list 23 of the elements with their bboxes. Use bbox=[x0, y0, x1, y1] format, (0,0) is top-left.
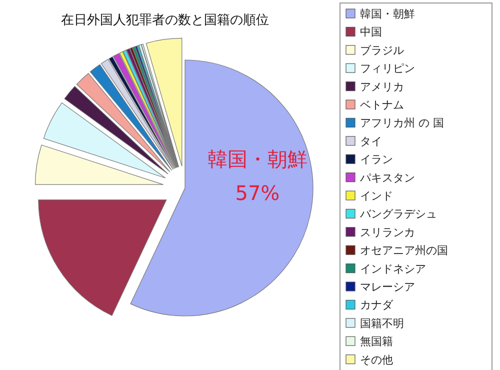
legend-label: ブラジル bbox=[360, 44, 404, 57]
legend-label: バングラデシュ bbox=[359, 208, 437, 221]
legend-label: インド bbox=[360, 190, 393, 202]
legend-label: その他 bbox=[360, 353, 393, 366]
legend-label: オセアニア州の国 bbox=[360, 244, 448, 258]
legend-label: パキスタン bbox=[359, 171, 415, 184]
legend-label: フィリピン bbox=[360, 62, 415, 76]
legend-label: アメリカ bbox=[360, 80, 404, 94]
slice-label: 韓国・朝鮮 bbox=[207, 147, 308, 171]
data-label: 57% bbox=[235, 181, 280, 205]
legend-label: 韓国・朝鮮 bbox=[360, 8, 415, 20]
legend-label: 中国 bbox=[360, 26, 382, 39]
legend-label: スリランカ bbox=[360, 226, 415, 239]
text: 在日外国人犯罪者の数と国籍の順位 bbox=[61, 13, 269, 28]
legend-label: イラン bbox=[360, 153, 393, 166]
legend-label: インドネシア bbox=[360, 262, 426, 276]
legend-label: ベトナム bbox=[360, 98, 404, 112]
legend-label: マレーシア bbox=[360, 280, 415, 294]
legend-label: 無国籍 bbox=[360, 335, 393, 348]
legend-label: タイ bbox=[360, 134, 382, 148]
legend-label: カナダ bbox=[360, 298, 394, 312]
legend-label: 国籍不明 bbox=[360, 316, 404, 330]
legend-label: アフリカ州 の 国 bbox=[360, 116, 444, 130]
